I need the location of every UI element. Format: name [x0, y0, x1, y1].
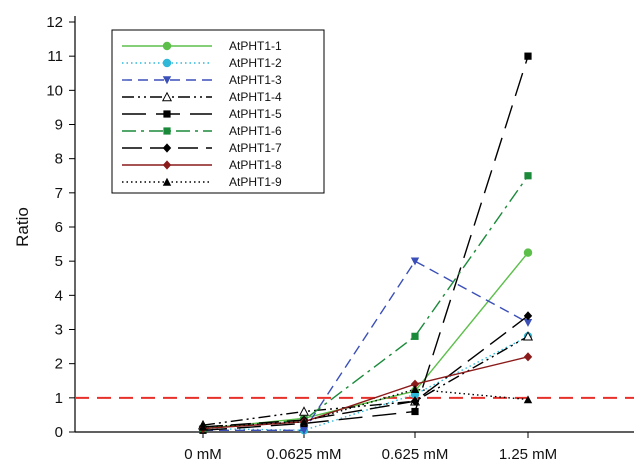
y-tick-label: 6	[55, 219, 63, 236]
legend: AtPHT1-1 AtPHT1-2 AtPHT1-3 AtPHT1-4 AtPHT1-5…	[111, 29, 325, 194]
y-tick-label: 11	[47, 48, 63, 65]
x-tick-label: 0 mM	[184, 446, 222, 461]
y-axis-label: Ratio	[13, 207, 32, 247]
legend-marker	[162, 177, 172, 186]
y-tick-label: 0	[55, 424, 63, 441]
data-point	[410, 379, 420, 389]
y-tick-label: 10	[46, 82, 63, 99]
series-AtPHT1-8	[198, 352, 533, 434]
series-line	[202, 252, 529, 430]
x-tick-label: 0.0625 mM	[266, 446, 341, 461]
series-line	[202, 175, 529, 430]
series-line	[203, 260, 529, 431]
data-point	[411, 332, 419, 340]
x-tick-label: 0.625 mM	[382, 446, 449, 461]
series-line	[202, 335, 529, 431]
y-tick-label: 8	[55, 151, 63, 168]
series-AtPHT1-3	[198, 257, 533, 435]
y-tick-label: 12	[46, 14, 63, 31]
data-point	[410, 385, 420, 393]
series-line	[202, 356, 529, 430]
legend-label: AtPHT1-8	[229, 158, 282, 172]
legend-marker	[162, 41, 172, 51]
data-point	[523, 311, 533, 321]
series-line	[202, 315, 529, 428]
data-point	[524, 52, 532, 60]
series-AtPHT1-1	[198, 248, 533, 433]
axes	[74, 16, 634, 433]
legend-box	[111, 29, 325, 194]
data-point	[411, 407, 419, 416]
legend-label: AtPHT1-1	[229, 39, 282, 53]
data-point	[410, 396, 420, 406]
series-line	[202, 55, 529, 431]
data-point	[299, 426, 309, 435]
legend-label: AtPHT1-6	[229, 124, 282, 138]
legend-label: AtPHT1-3	[229, 73, 282, 87]
legend-label: AtPHT1-9	[229, 175, 282, 189]
legend-marker	[163, 127, 171, 135]
y-tick-label: 5	[55, 253, 63, 270]
series-group	[197, 52, 534, 435]
series-AtPHT1-6	[199, 172, 532, 433]
y-tick-label: 7	[55, 185, 63, 202]
data-point	[522, 331, 534, 341]
data-point	[523, 395, 533, 404]
legend-marker	[162, 58, 172, 68]
y-tick-label: 1	[55, 390, 63, 407]
data-point	[198, 422, 208, 431]
series-AtPHT1-2	[198, 332, 533, 435]
data-point	[298, 406, 310, 416]
series-line	[202, 388, 529, 428]
legend-marker	[162, 160, 172, 170]
series-AtPHT1-9	[198, 385, 533, 431]
y-tick-label: 3	[55, 322, 63, 339]
legend-marker	[162, 143, 172, 153]
data-point	[523, 318, 533, 327]
data-point	[410, 257, 420, 266]
series-AtPHT1-7	[198, 311, 533, 432]
series-line	[202, 335, 529, 426]
y-tick-label: 9	[55, 117, 63, 134]
x-ticks: 0 mM 0.0625 mM 0.625 mM 1.25 mM	[184, 432, 557, 461]
legend-marker	[162, 76, 172, 85]
x-tick-label: 1.25 mM	[499, 446, 557, 461]
legend-label: AtPHT1-4	[229, 90, 282, 104]
series-AtPHT1-4	[197, 331, 534, 430]
legend-label: AtPHT1-7	[229, 141, 282, 155]
data-point	[523, 352, 533, 362]
data-point	[524, 172, 532, 180]
legend-marker	[163, 110, 171, 118]
legend-marker	[161, 91, 173, 102]
data-point	[299, 417, 309, 426]
legend-label: AtPHT1-5	[229, 107, 282, 121]
legend-label: AtPHT1-2	[229, 56, 282, 70]
data-point	[523, 248, 533, 257]
y-tick-label: 2	[55, 356, 63, 373]
y-tick-label: 4	[55, 287, 63, 304]
